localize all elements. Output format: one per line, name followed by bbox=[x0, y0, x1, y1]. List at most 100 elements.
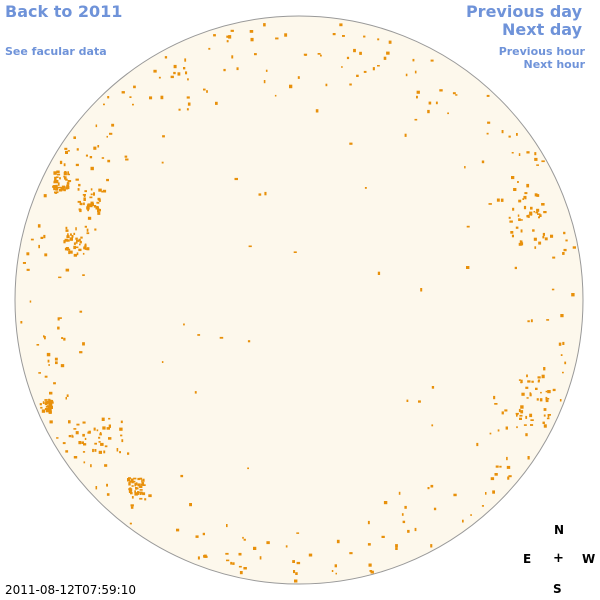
facula-speck bbox=[57, 317, 60, 321]
back-to-year-link[interactable]: Back to 2011 bbox=[5, 2, 123, 21]
previous-day-link[interactable]: Previous day bbox=[465, 2, 582, 21]
facula-speck bbox=[531, 380, 534, 383]
facula-speck bbox=[492, 490, 495, 494]
facula-speck bbox=[101, 157, 105, 159]
facula-speck bbox=[64, 247, 68, 251]
facula-speck bbox=[26, 268, 30, 271]
facula-speck bbox=[82, 342, 85, 346]
facula-speck bbox=[48, 398, 51, 402]
facula-speck bbox=[542, 236, 545, 239]
facula-speck bbox=[79, 243, 81, 246]
facula-speck bbox=[141, 482, 144, 485]
facula-speck bbox=[45, 405, 49, 408]
facula-speck bbox=[63, 240, 66, 244]
facula-speck bbox=[94, 442, 97, 445]
facula-speck bbox=[84, 190, 87, 193]
compass-center-icon: + bbox=[553, 551, 564, 566]
facula-speck bbox=[65, 186, 69, 190]
facula-speck bbox=[57, 182, 60, 186]
facula-speck bbox=[377, 271, 381, 275]
facula-speck bbox=[88, 430, 91, 434]
facula-speck bbox=[61, 187, 64, 191]
facula-speck bbox=[43, 194, 47, 198]
see-facular-data-link[interactable]: See facular data bbox=[5, 45, 107, 58]
facula-speck bbox=[142, 492, 146, 496]
facula-speck bbox=[395, 544, 398, 548]
facula-speck bbox=[97, 199, 101, 201]
facula-speck bbox=[185, 71, 188, 75]
facula-speck bbox=[297, 76, 300, 79]
next-hour-link[interactable]: Next hour bbox=[523, 58, 586, 71]
facula-speck bbox=[186, 108, 189, 111]
facula-speck bbox=[106, 493, 110, 496]
facula-speck bbox=[44, 336, 46, 340]
facula-speck bbox=[127, 452, 130, 455]
facula-speck bbox=[76, 423, 80, 426]
facula-speck bbox=[107, 96, 110, 99]
facula-speck bbox=[543, 367, 546, 371]
facula-speck bbox=[162, 135, 165, 138]
facula-speck bbox=[407, 529, 410, 533]
facula-speck bbox=[486, 132, 489, 135]
facula-speck bbox=[65, 150, 68, 154]
facula-speck bbox=[69, 237, 73, 241]
facula-speck bbox=[430, 484, 434, 488]
facula-speck bbox=[164, 56, 168, 59]
facula-speck bbox=[236, 67, 239, 71]
facula-speck bbox=[75, 178, 79, 181]
facula-speck bbox=[134, 492, 138, 496]
facula-speck bbox=[161, 361, 164, 363]
facula-speck bbox=[78, 441, 82, 445]
facula-speck bbox=[488, 203, 492, 205]
facula-speck bbox=[119, 427, 123, 431]
facula-speck bbox=[420, 288, 423, 292]
facula-speck bbox=[317, 53, 321, 55]
facula-speck bbox=[70, 239, 73, 241]
facula-speck bbox=[535, 211, 539, 214]
facula-speck bbox=[539, 214, 542, 217]
facula-speck bbox=[79, 351, 83, 354]
facula-speck bbox=[83, 194, 86, 198]
facula-speck bbox=[65, 178, 68, 181]
facula-speck bbox=[78, 208, 81, 211]
facula-speck bbox=[64, 238, 68, 242]
facula-speck bbox=[247, 467, 249, 470]
facula-speck bbox=[56, 173, 61, 176]
facula-speck bbox=[226, 35, 230, 38]
facula-speck bbox=[525, 415, 528, 419]
facular-points bbox=[20, 23, 576, 583]
facula-speck bbox=[527, 214, 530, 218]
facula-speck bbox=[101, 417, 105, 421]
compass-west: W bbox=[582, 552, 596, 566]
facula-speck bbox=[139, 485, 143, 488]
facula-speck bbox=[544, 237, 548, 241]
facula-speck bbox=[73, 232, 76, 235]
facula-speck bbox=[102, 426, 106, 430]
facula-speck bbox=[511, 234, 514, 238]
facula-speck bbox=[493, 395, 496, 400]
facula-speck bbox=[230, 561, 233, 565]
facula-speck bbox=[106, 178, 109, 182]
facula-speck bbox=[226, 559, 230, 562]
facula-speck bbox=[125, 158, 129, 161]
facula-speck bbox=[571, 293, 575, 297]
facula-speck bbox=[543, 408, 547, 411]
next-day-link[interactable]: Next day bbox=[502, 20, 582, 39]
facula-speck bbox=[541, 160, 545, 163]
facula-speck bbox=[116, 448, 119, 452]
facula-speck bbox=[137, 477, 141, 481]
facula-speck bbox=[103, 103, 105, 106]
facula-speck bbox=[63, 171, 67, 176]
facula-speck bbox=[49, 401, 52, 404]
facula-speck bbox=[67, 150, 70, 152]
facula-speck bbox=[505, 426, 508, 430]
facula-speck bbox=[447, 112, 449, 115]
facula-speck bbox=[78, 183, 81, 187]
facula-speck bbox=[89, 156, 93, 159]
previous-hour-link[interactable]: Previous hour bbox=[498, 45, 585, 58]
facula-speck bbox=[79, 240, 82, 244]
facula-speck bbox=[148, 494, 152, 498]
facula-speck bbox=[508, 216, 511, 219]
facula-speck bbox=[325, 83, 328, 87]
facula-speck bbox=[195, 535, 199, 538]
